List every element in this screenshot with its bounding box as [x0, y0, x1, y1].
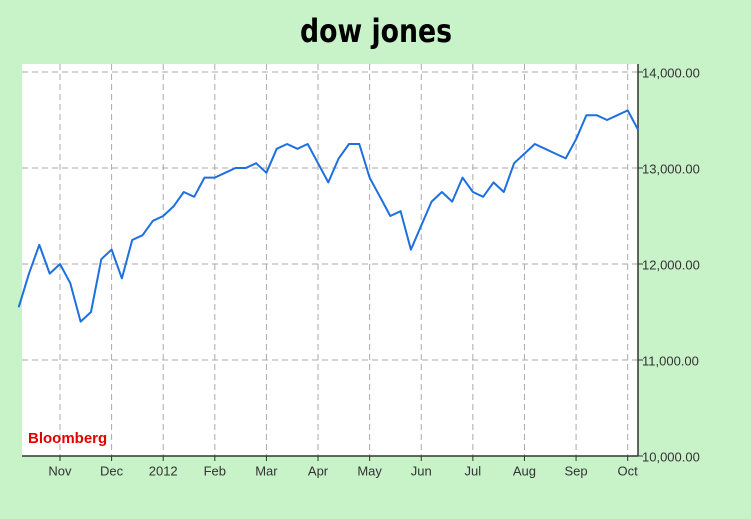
line: [17, 109, 639, 323]
x-tick-label: Jul: [465, 463, 482, 478]
source: Bloomberg: [28, 430, 107, 447]
x-tick-label: May: [357, 463, 382, 478]
x-tick-label: Dec: [100, 463, 124, 478]
x-tick-label: Oct: [618, 463, 639, 478]
x-tick-label: Aug: [513, 463, 536, 478]
x-tick-label: 2012: [149, 463, 178, 478]
plot-area: [22, 64, 638, 456]
x-tick-label: Jun: [411, 463, 432, 478]
y-tick-label: 12,000.00: [642, 257, 700, 272]
y-tick-label: 14,000.00: [642, 65, 700, 80]
y-tick-label: 11,000.00: [642, 353, 699, 368]
x-tick-label: Mar: [255, 463, 278, 478]
y-tick-label: 10,000.00: [642, 449, 700, 464]
x-tick-label: Apr: [308, 463, 329, 478]
y-tick-label: 13,000.00: [642, 161, 700, 176]
x-tick-label: Nov: [48, 463, 72, 478]
x-tick-label: Sep: [564, 463, 587, 478]
x-tick-label: Feb: [204, 463, 226, 478]
chart-title: dow jones: [300, 12, 452, 50]
